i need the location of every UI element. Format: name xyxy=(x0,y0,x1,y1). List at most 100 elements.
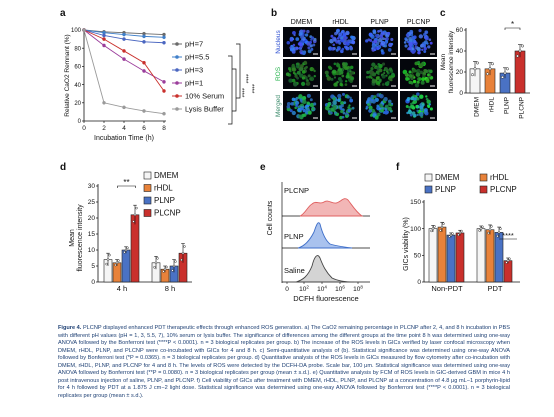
replicate-dot-c xyxy=(491,62,494,66)
data-point-a xyxy=(162,35,166,39)
cell-dot xyxy=(340,101,345,106)
tick-label-x-f: PDT xyxy=(488,284,503,293)
histogram-plcnp xyxy=(299,198,364,217)
legend-swatch-d xyxy=(143,209,152,217)
replicate-dot-f xyxy=(479,227,483,230)
panel-letter-f: f xyxy=(396,162,400,173)
cell-dot xyxy=(313,69,316,73)
cell-dot xyxy=(291,97,296,102)
axis-label-y-c: fluorescence intensity xyxy=(448,30,455,93)
cell-dot xyxy=(416,92,420,96)
cell-dot xyxy=(379,29,383,33)
tick-label-y-f: 0 xyxy=(417,279,421,286)
cell-dot xyxy=(313,37,317,42)
scale-bar xyxy=(391,53,396,55)
tick-label-y-d: 30 xyxy=(88,183,96,190)
cell-dot xyxy=(306,101,310,105)
cell-dot xyxy=(337,76,342,81)
panel-letter-b: b xyxy=(271,8,277,19)
cell-dot xyxy=(428,103,432,106)
cell-dot xyxy=(292,30,296,35)
cell-dot xyxy=(302,113,307,117)
cell-dot xyxy=(420,61,425,66)
cell-dot xyxy=(345,46,350,51)
data-point-a xyxy=(102,37,106,41)
cell-dot xyxy=(381,74,386,79)
cell-dot xyxy=(324,70,329,75)
sig-bracket-a xyxy=(228,55,233,125)
cell-dot xyxy=(339,70,344,75)
replicate-dot-f xyxy=(431,227,435,230)
replicate-dot-f xyxy=(487,231,490,235)
cell-dot xyxy=(298,30,302,34)
cell-dot xyxy=(333,107,337,111)
cell-dot xyxy=(342,111,346,115)
cell-dot xyxy=(333,76,337,79)
cell-dot xyxy=(373,39,378,44)
cell-dot xyxy=(350,71,354,75)
cell-dot xyxy=(373,95,377,99)
cell-dot xyxy=(383,37,387,41)
legend-label-a: Lysis Buffer xyxy=(185,105,224,114)
cell-dot xyxy=(429,69,433,74)
column-label-b: PLNP xyxy=(370,19,389,26)
tick-label-x-a: 6 xyxy=(142,125,146,132)
replicate-dot-d xyxy=(162,270,165,273)
axis-label-x-a: Incubation Time (h) xyxy=(94,135,154,142)
cell-dot xyxy=(343,65,348,70)
tick-label-x-e: 108 xyxy=(353,285,363,294)
tick-label-y-a: 80 xyxy=(74,46,81,52)
scale-bar xyxy=(430,85,435,87)
cell-dot xyxy=(381,83,385,86)
tick-label-x-d: 4 h xyxy=(117,284,127,293)
replicate-dot-d xyxy=(180,258,183,262)
cell-dot xyxy=(332,97,336,101)
cell-dot xyxy=(334,31,338,36)
cell-dot xyxy=(370,108,376,113)
bar-d-plnp xyxy=(121,249,131,283)
cell-dot xyxy=(341,92,346,96)
cell-dot xyxy=(293,82,298,87)
replicate-dot-d xyxy=(105,262,108,266)
cell-dot xyxy=(344,112,348,116)
cell-dot xyxy=(405,105,409,108)
replicate-dot-c xyxy=(488,67,492,71)
data-point-a xyxy=(162,32,166,37)
cell-dot xyxy=(384,67,387,70)
replicate-dot-d xyxy=(135,206,138,210)
data-point-a xyxy=(122,32,126,37)
replicate-dot-c xyxy=(503,71,507,75)
cell-dot xyxy=(333,62,337,66)
row-label-b: Nucleus xyxy=(275,30,282,54)
cell-dot xyxy=(340,109,344,114)
sig-bracket-d xyxy=(117,185,136,188)
cell-dot xyxy=(414,61,418,65)
data-point-a xyxy=(142,69,146,73)
figure-caption: Figure 4. PLCNP displayed enhanced PDT t… xyxy=(58,325,510,400)
cell-dot xyxy=(419,70,423,75)
replicate-dot-f xyxy=(442,222,445,225)
cell-dot xyxy=(383,96,388,102)
cell-dot xyxy=(325,105,330,111)
axis-label-x-e: DCFH fluorescence xyxy=(293,294,358,303)
cell-dot xyxy=(416,68,421,73)
replicate-dot-f xyxy=(506,259,510,262)
cell-dot xyxy=(351,40,356,44)
replicate-dot-d xyxy=(163,267,167,271)
replicate-dot-f xyxy=(440,225,444,229)
cell-dot xyxy=(313,102,317,106)
cell-dot xyxy=(372,72,377,77)
cell-dot xyxy=(408,106,411,109)
scale-bar xyxy=(391,85,396,87)
tick-label-x-e: 102 xyxy=(299,285,309,294)
cell-dot xyxy=(378,63,383,69)
cell-dot xyxy=(332,100,337,105)
replicate-dot-f xyxy=(449,233,453,237)
replicate-dot-d xyxy=(153,266,156,269)
series-label-e: Saline xyxy=(284,266,305,275)
cell-dot xyxy=(346,95,350,99)
cell-dot xyxy=(307,49,312,54)
tick-label-y-a: 40 xyxy=(74,83,81,89)
cell-dot xyxy=(404,73,408,76)
cell-dot xyxy=(295,46,299,50)
